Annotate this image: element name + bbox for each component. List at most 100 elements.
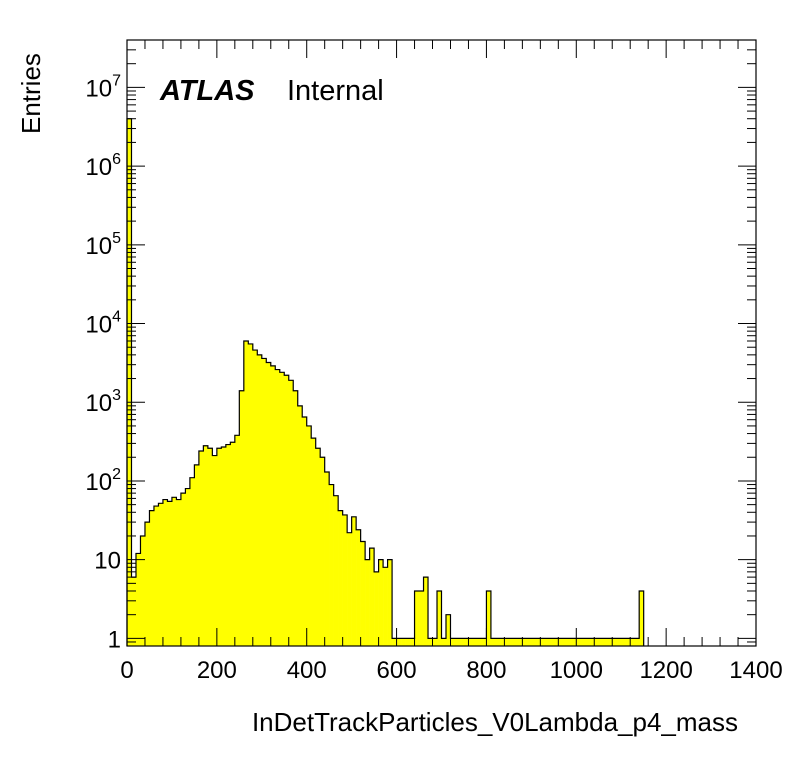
histogram-bar: [198, 451, 204, 646]
histogram-bar: [387, 559, 393, 646]
histogram-bar: [639, 590, 644, 646]
histogram-bar: [315, 448, 321, 646]
y-tick-base: 10: [85, 469, 112, 496]
histogram-bar: [432, 638, 438, 646]
histogram-bar: [266, 362, 272, 646]
histogram-bar: [383, 567, 388, 646]
histogram-bar: [288, 380, 294, 646]
y-tick-exponent: 3: [112, 387, 121, 404]
histogram-bar: [135, 553, 141, 646]
histogram-bar: [540, 638, 546, 646]
histogram-bar: [162, 499, 168, 646]
histogram-bar: [207, 448, 213, 646]
histogram-bar: [450, 638, 456, 646]
histogram-bar: [396, 638, 402, 646]
y-tick-exponent: 4: [112, 309, 121, 326]
histogram-bar: [261, 358, 267, 646]
histogram-bar: [131, 577, 137, 646]
histogram-bar: [333, 495, 339, 646]
histogram-bar: [185, 488, 191, 646]
histogram-bar: [149, 510, 155, 646]
x-tick-label: 1000: [550, 657, 603, 684]
histogram-bar: [567, 638, 573, 646]
histogram-bar: [585, 638, 591, 646]
histogram-bar: [445, 614, 451, 646]
histogram-bar: [481, 638, 487, 646]
histogram-bar: [423, 577, 429, 646]
histogram-bar: [414, 590, 420, 646]
histogram-bar: [275, 369, 281, 646]
histogram-bar: [504, 638, 510, 646]
histogram-bar: [616, 638, 622, 646]
histogram-bar: [171, 497, 177, 646]
histogram-bar: [535, 638, 541, 646]
histogram-bar: [459, 638, 465, 646]
histogram-bar: [437, 590, 442, 646]
histogram-bar: [176, 499, 182, 646]
y-tick-exponent: 2: [112, 466, 121, 483]
histogram-bar: [158, 503, 164, 646]
histogram-bar: [306, 425, 312, 646]
histogram-bar: [576, 638, 582, 646]
histogram-bar: [526, 638, 532, 646]
y-tick-base: 1: [108, 626, 121, 653]
histogram-bar: [144, 522, 150, 646]
y-tick-base: 10: [85, 75, 112, 102]
histogram-bar: [463, 638, 469, 646]
plot-frame: [126, 39, 757, 647]
histogram-bar: [297, 405, 303, 646]
histogram-bar: [410, 638, 415, 646]
x-tick-label: 200: [197, 657, 237, 684]
y-axis-title: Entries: [16, 53, 46, 134]
histogram-bar: [279, 372, 285, 646]
histogram-bar: [472, 638, 478, 646]
histogram-bar: [477, 638, 483, 646]
y-tick-base: 10: [85, 233, 112, 260]
y-tick-label: 103: [85, 387, 121, 417]
histogram-bar: [589, 638, 595, 646]
histogram-bar: [221, 446, 227, 646]
histogram-bar: [225, 444, 231, 646]
histogram-bar: [499, 638, 505, 646]
histogram-bar: [513, 638, 519, 646]
histogram-bar: [284, 375, 290, 646]
y-tick-base: 10: [85, 390, 112, 417]
x-tick-label: 1400: [729, 657, 782, 684]
histogram-bar: [486, 590, 492, 646]
histogram-bar: [607, 638, 613, 646]
histogram-bar: [243, 340, 249, 646]
histogram-bar: [544, 638, 550, 646]
x-tick-label: 1200: [639, 657, 692, 684]
histogram-bar: [351, 516, 357, 646]
histogram-bar: [522, 638, 528, 646]
y-tick-exponent: 6: [112, 151, 121, 168]
y-tick-base: 10: [94, 548, 121, 575]
atlas-label: ATLAS: [159, 75, 255, 107]
histogram-bar: [216, 448, 222, 646]
histogram-bar: [324, 471, 330, 646]
histogram-bar: [203, 445, 209, 646]
histogram-bar: [365, 559, 370, 646]
histogram-bar: [180, 493, 186, 646]
histogram-bar: [580, 638, 586, 646]
histogram-bar: [356, 529, 361, 646]
histogram-bar: [549, 638, 555, 646]
histogram-bar: [293, 390, 299, 646]
histogram-bar: [621, 638, 627, 646]
histogram-bar: [347, 532, 352, 646]
y-tick-label: 10: [94, 548, 121, 575]
histogram-bar: [571, 638, 577, 646]
y-tick-label: 107: [85, 72, 121, 102]
x-tick-label: 0: [120, 657, 133, 684]
histogram-bar: [508, 638, 514, 646]
x-tick-label: 800: [466, 657, 506, 684]
histogram-bar: [360, 541, 366, 646]
histogram-bar: [454, 638, 460, 646]
histogram-bar: [320, 457, 325, 646]
y-tick-label: 105: [85, 230, 121, 260]
histogram-bar: [553, 638, 559, 646]
x-tick-label: 600: [377, 657, 417, 684]
y-tick-label: 106: [85, 151, 121, 181]
histogram-bar: [194, 464, 200, 646]
